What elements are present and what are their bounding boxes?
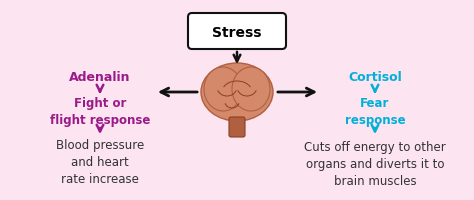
Text: Adenalin: Adenalin [69, 71, 131, 84]
Text: Stress: Stress [212, 26, 262, 40]
FancyBboxPatch shape [229, 117, 245, 137]
Ellipse shape [204, 68, 242, 111]
Ellipse shape [201, 64, 273, 121]
FancyBboxPatch shape [188, 14, 286, 50]
Text: Blood pressure
and heart
rate increase: Blood pressure and heart rate increase [56, 139, 144, 186]
Text: Fight or
flight response: Fight or flight response [50, 97, 150, 126]
Text: Cuts off energy to other
organs and diverts it to
brain muscles: Cuts off energy to other organs and dive… [304, 141, 446, 188]
Text: Fear
response: Fear response [345, 97, 405, 126]
Ellipse shape [232, 68, 270, 111]
Text: Cortisol: Cortisol [348, 71, 402, 84]
